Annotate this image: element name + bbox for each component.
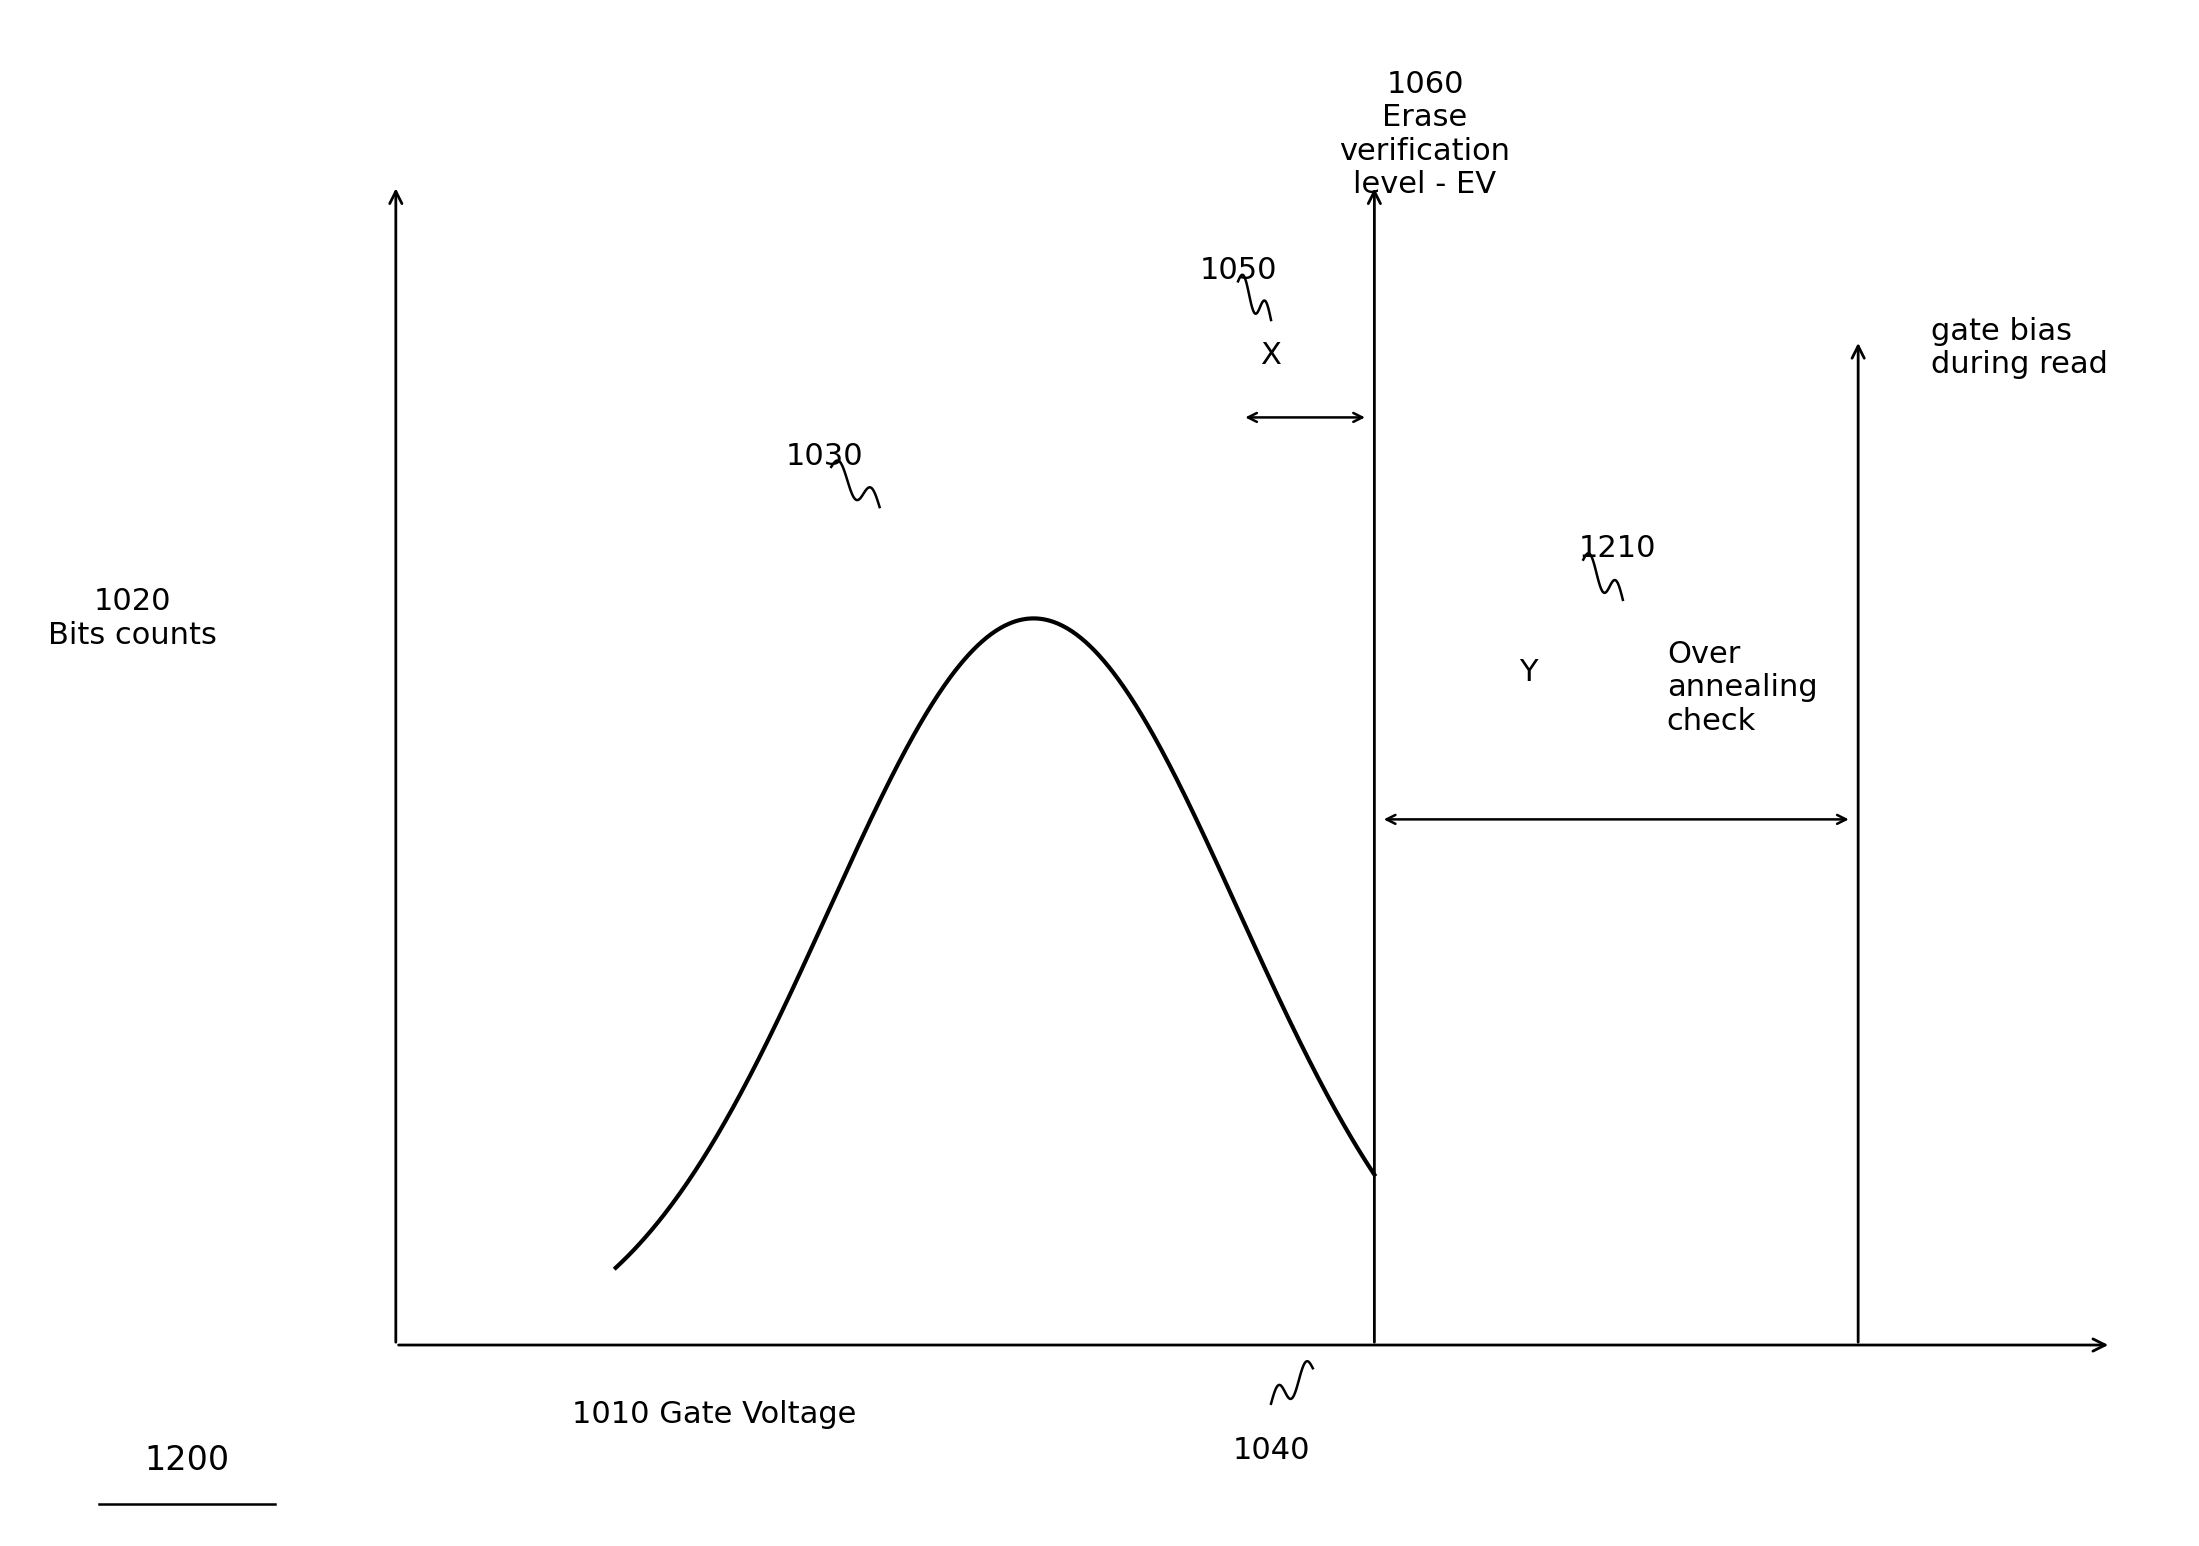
Text: 1020
Bits counts: 1020 Bits counts <box>48 587 216 649</box>
Text: 1200: 1200 <box>145 1444 229 1478</box>
Text: 1210: 1210 <box>1579 535 1656 563</box>
Text: Y: Y <box>1520 659 1537 686</box>
Text: 1040: 1040 <box>1231 1436 1311 1464</box>
Text: gate bias
during read: gate bias during read <box>1931 317 2107 379</box>
Text: 1010 Gate Voltage: 1010 Gate Voltage <box>572 1401 858 1429</box>
Text: 1050: 1050 <box>1198 257 1278 284</box>
Text: Over
annealing
check: Over annealing check <box>1667 640 1816 736</box>
Text: X: X <box>1260 342 1282 369</box>
Text: 1030: 1030 <box>785 442 864 470</box>
Text: 1060
Erase
verification
level - EV: 1060 Erase verification level - EV <box>1339 70 1511 199</box>
